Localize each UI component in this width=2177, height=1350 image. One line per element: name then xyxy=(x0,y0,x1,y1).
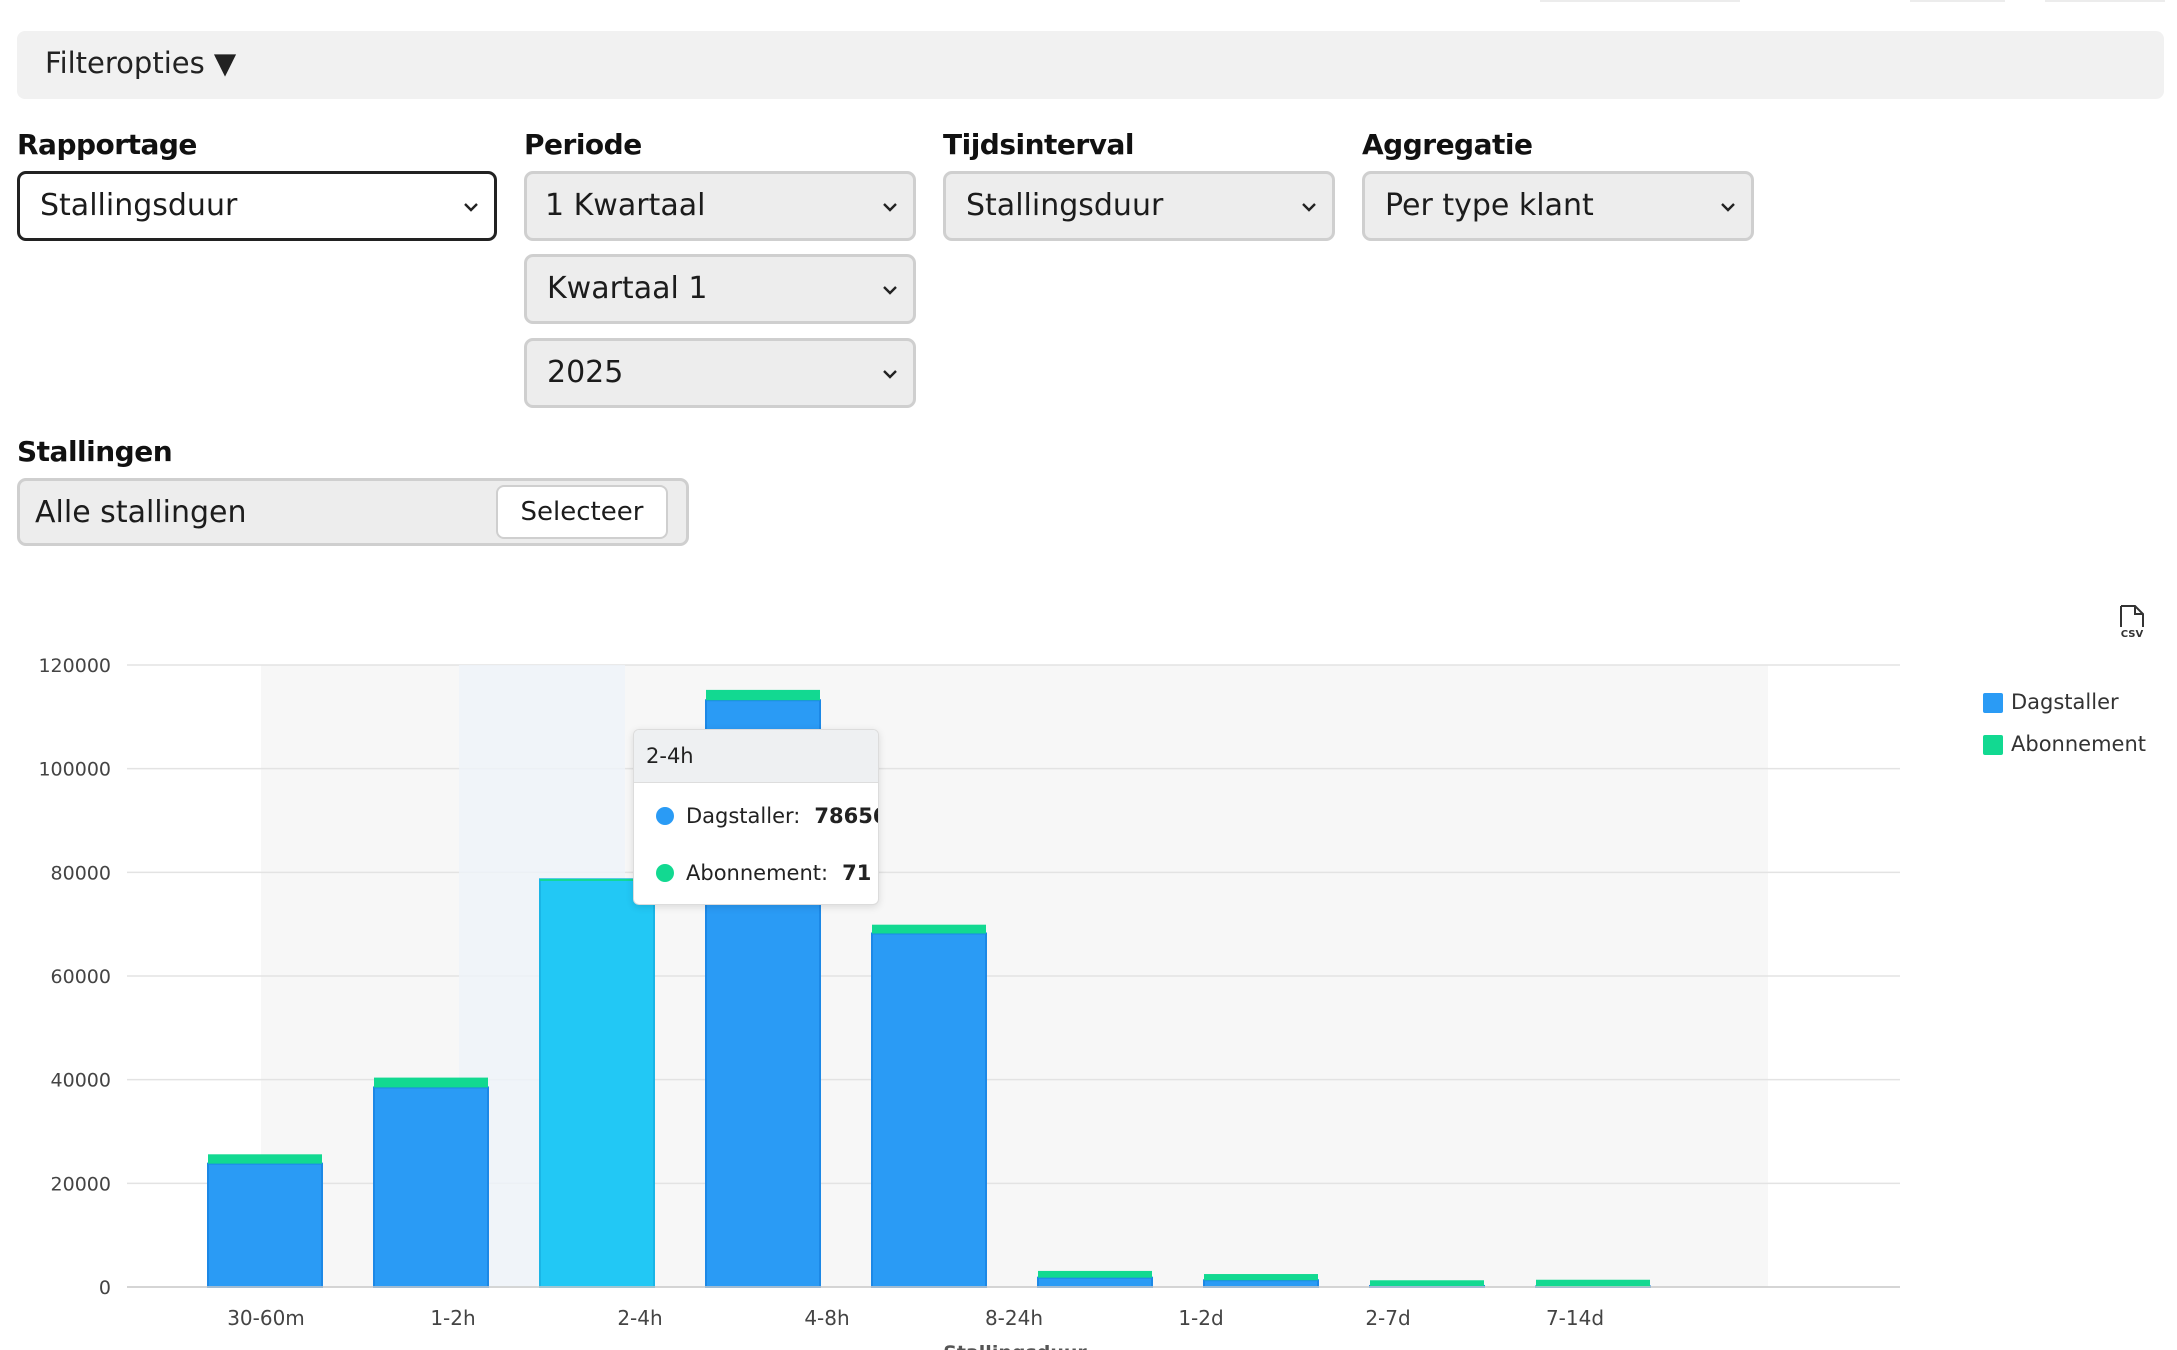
tooltip-row-label: Abonnement xyxy=(686,861,822,885)
rapportage-value: Stallingsduur xyxy=(40,188,238,223)
stallingen-value: Alle stallingen xyxy=(35,495,247,530)
x-tick-label: 2-4h xyxy=(617,1306,662,1330)
top-divider-3 xyxy=(2045,0,2165,2)
bar-abonnement xyxy=(872,924,986,934)
bar-abonnement xyxy=(1536,1279,1650,1287)
legend-swatch-dagstaller xyxy=(1983,693,2003,713)
chevron-down-icon xyxy=(1721,203,1735,212)
tooltip-row-label: Dagstaller xyxy=(686,804,794,828)
tooltip-row-abonnement: Abonnement: 71 xyxy=(656,861,871,885)
y-tick-label: 60000 xyxy=(51,966,111,988)
csv-icon-text: CSV xyxy=(2121,629,2144,639)
jaar-select[interactable]: 2025 xyxy=(524,338,916,408)
legend-swatch-abonnement xyxy=(1983,735,2003,755)
aggregatie-select[interactable]: Per type klant xyxy=(1362,171,1754,241)
csv-file-icon[interactable]: CSV xyxy=(2117,605,2147,639)
x-tick-label: 7-14d xyxy=(1546,1306,1604,1330)
rapportage-select[interactable]: Stallingsduur xyxy=(17,171,497,241)
aggregatie-label: Aggregatie xyxy=(1362,128,1533,161)
periode-label: Periode xyxy=(524,128,642,161)
legend-item-dagstaller[interactable]: Dagstaller xyxy=(2011,690,2119,714)
x-tick-label: 2-7d xyxy=(1365,1306,1410,1330)
periode-select[interactable]: 1 Kwartaal xyxy=(524,171,916,241)
top-divider-1 xyxy=(1540,0,1740,2)
tooltip-dot-dagstaller xyxy=(656,807,674,825)
bar-abonnement xyxy=(374,1077,488,1088)
tijdsinterval-select[interactable]: Stallingsduur xyxy=(943,171,1335,241)
filter-options-bar[interactable]: Filteropties ▼ xyxy=(17,31,2164,99)
periode-value: 1 Kwartaal xyxy=(545,188,706,223)
bar-dagstaller xyxy=(1203,1279,1319,1288)
x-tick-label: 8-24h xyxy=(985,1306,1043,1330)
tooltip-row-value: 78656 xyxy=(814,804,878,828)
kwartaal-value: Kwartaal 1 xyxy=(547,271,708,306)
y-tick-label: 20000 xyxy=(51,1173,111,1195)
bar-dagstaller xyxy=(373,1086,489,1289)
bar-abonnement xyxy=(1370,1280,1484,1286)
tooltip-title: 2-4h xyxy=(634,730,878,783)
tooltip-dot-abonnement xyxy=(656,864,674,882)
tooltip-row-value: 71 xyxy=(842,861,872,885)
kwartaal-select[interactable]: Kwartaal 1 xyxy=(524,254,916,324)
bar-dagstaller xyxy=(207,1162,323,1288)
bar-abonnement xyxy=(1204,1274,1318,1281)
bar-abonnement xyxy=(208,1154,322,1164)
bar-abonnement xyxy=(706,689,820,701)
bar-abonnement xyxy=(540,878,654,881)
y-tick-label: 120000 xyxy=(38,655,111,677)
chevron-down-icon xyxy=(883,286,897,295)
y-tick-label: 80000 xyxy=(51,862,111,884)
filter-options-toggle[interactable]: Filteropties ▼ xyxy=(45,46,237,80)
stallingsduur-chart: 120000 100000 80000 60000 40000 20000 0 30-60m 1… xyxy=(38,655,1900,1350)
stallingen-label: Stallingen xyxy=(17,435,173,468)
bar-dagstaller xyxy=(539,878,655,1288)
tijdsinterval-label: Tijdsinterval xyxy=(943,128,1134,161)
selecteer-button[interactable]: Selecteer xyxy=(496,485,668,539)
y-tick-label: 100000 xyxy=(38,759,111,781)
tooltip-row-dagstaller: Dagstaller:78656 xyxy=(656,804,878,828)
bar-abonnement xyxy=(1038,1270,1152,1278)
y-tick-label: 0 xyxy=(99,1277,111,1299)
rapportage-label: Rapportage xyxy=(17,128,197,161)
stallingen-field: Alle stallingen Selecteer xyxy=(17,478,689,546)
x-tick-label: 1-2d xyxy=(1178,1306,1223,1330)
legend-item-abonnement[interactable]: Abonnement xyxy=(2011,732,2147,756)
x-axis-title: Stallingsduur xyxy=(943,1342,1087,1350)
bar-dagstaller xyxy=(1037,1276,1153,1288)
chart-tooltip: 2-4h Dagstaller:78656 Abonnement:71 xyxy=(633,729,879,905)
jaar-value: 2025 xyxy=(547,355,624,390)
chevron-down-icon xyxy=(1302,203,1316,212)
aggregatie-value: Per type klant xyxy=(1385,188,1594,223)
x-tick-label: 30-60m xyxy=(227,1306,305,1330)
x-tick-label: 1-2h xyxy=(430,1306,475,1330)
bar-dagstaller xyxy=(871,932,987,1288)
chevron-down-icon xyxy=(883,370,897,379)
y-tick-label: 40000 xyxy=(51,1070,111,1092)
top-divider-2 xyxy=(1910,0,2005,2)
tijdsinterval-value: Stallingsduur xyxy=(966,188,1164,223)
chevron-down-icon xyxy=(464,203,478,212)
chevron-down-icon xyxy=(883,203,897,212)
x-tick-label: 4-8h xyxy=(804,1306,849,1330)
